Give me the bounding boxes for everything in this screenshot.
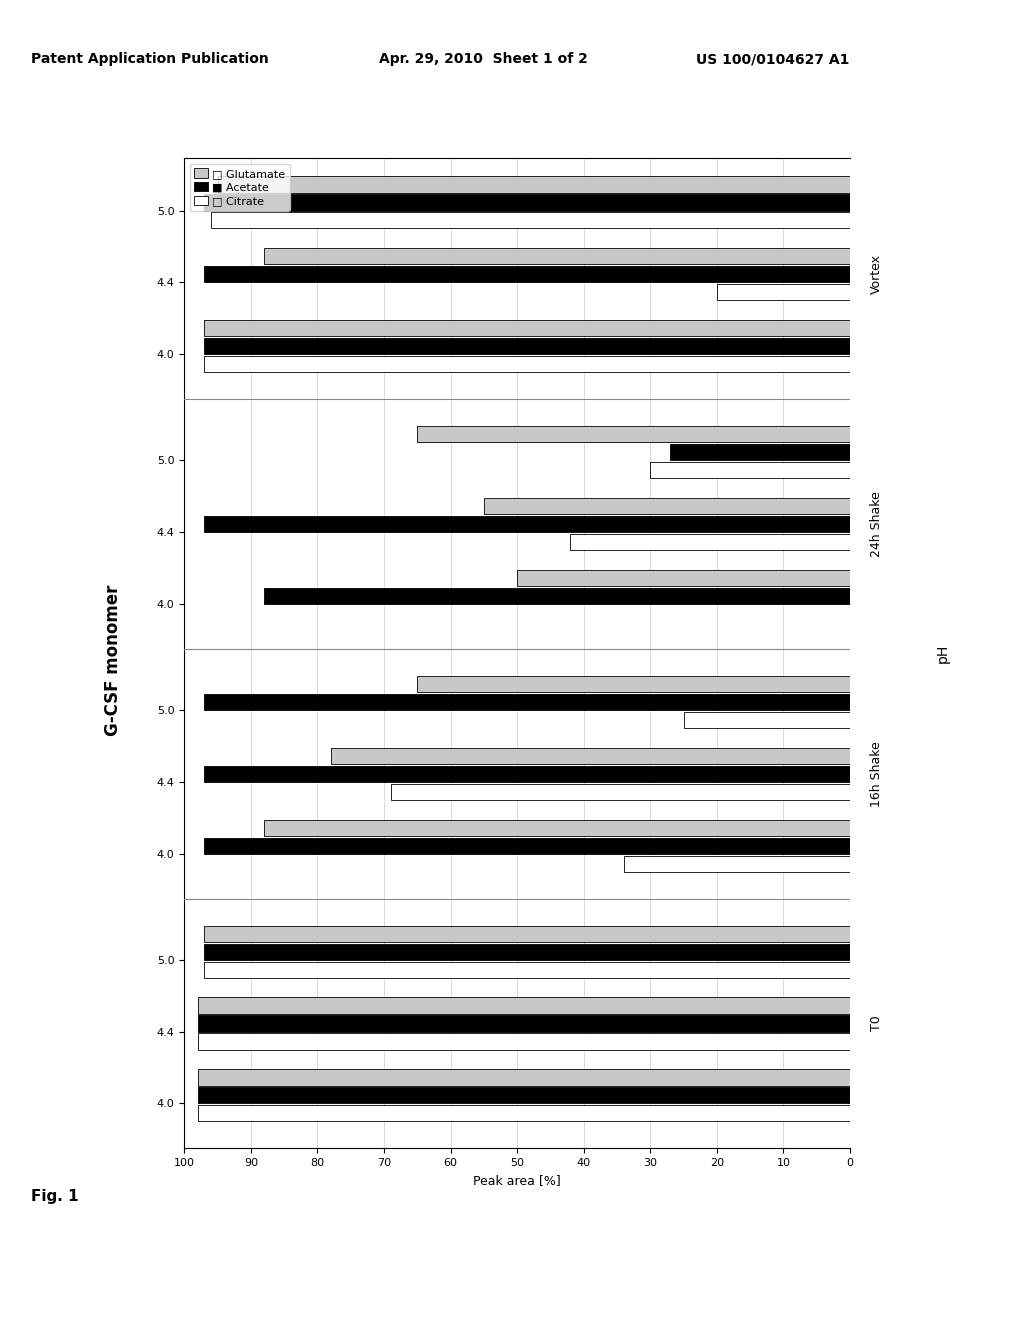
Bar [198, 1105, 850, 1122]
Bar [204, 321, 850, 337]
Bar [204, 766, 850, 781]
Text: T0: T0 [870, 1015, 883, 1031]
Bar [717, 284, 850, 301]
Bar [650, 462, 850, 478]
Bar [204, 267, 850, 282]
Bar [198, 998, 850, 1014]
Text: Fig. 1: Fig. 1 [31, 1189, 79, 1204]
Bar [204, 356, 850, 372]
Bar [624, 855, 850, 871]
Bar [198, 1069, 850, 1085]
Bar [570, 533, 850, 550]
Text: 24h Shake: 24h Shake [870, 491, 883, 557]
Bar [204, 338, 850, 354]
Bar [204, 838, 850, 854]
Bar [204, 925, 850, 941]
Bar [684, 711, 850, 727]
Text: Patent Application Publication: Patent Application Publication [31, 53, 268, 66]
Bar [204, 961, 850, 978]
Text: 16h Shake: 16h Shake [870, 741, 883, 807]
Bar [264, 820, 850, 836]
Text: G-CSF monomer: G-CSF monomer [103, 585, 122, 735]
Text: pH: pH [936, 644, 950, 663]
Bar [418, 676, 850, 692]
X-axis label: Peak area [%]: Peak area [%] [473, 1173, 561, 1187]
Bar [198, 1034, 850, 1049]
Bar [671, 444, 850, 461]
Bar [390, 784, 850, 800]
Bar [204, 944, 850, 960]
Bar [517, 570, 850, 586]
Bar [198, 1088, 850, 1104]
Bar [204, 194, 850, 210]
Bar [264, 248, 850, 264]
Text: Vortex: Vortex [870, 255, 883, 294]
Bar [483, 498, 850, 515]
Bar [331, 747, 850, 764]
Text: US 100/0104627 A1: US 100/0104627 A1 [696, 53, 850, 66]
Bar [418, 426, 850, 442]
Bar [211, 213, 850, 228]
Bar [217, 177, 850, 193]
Bar [264, 587, 850, 605]
Bar [198, 1015, 850, 1032]
Text: Apr. 29, 2010  Sheet 1 of 2: Apr. 29, 2010 Sheet 1 of 2 [379, 53, 588, 66]
Legend: □ Glutamate, ■ Acetate, □ Citrate: □ Glutamate, ■ Acetate, □ Citrate [189, 164, 290, 211]
Bar [204, 694, 850, 710]
Bar [204, 516, 850, 532]
